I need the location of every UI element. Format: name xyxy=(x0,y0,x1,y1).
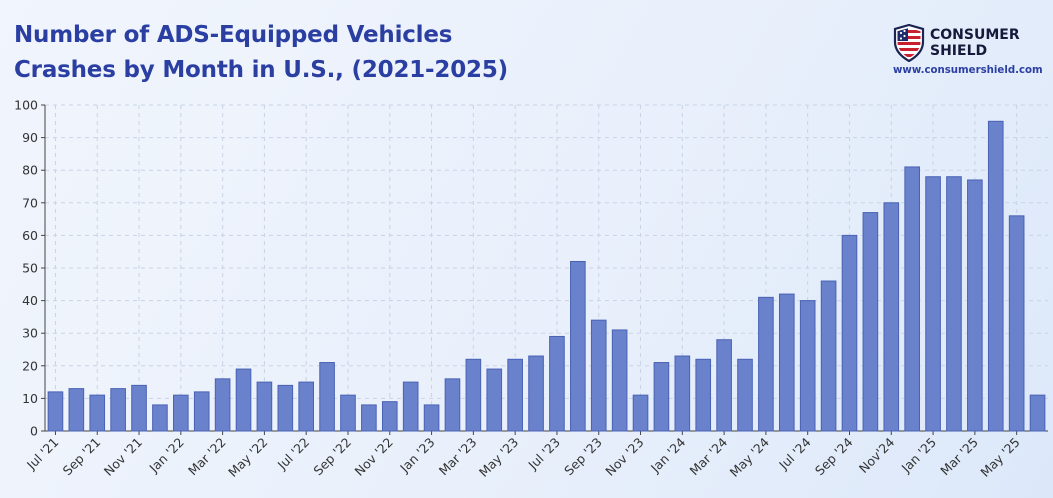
bar xyxy=(110,388,126,432)
bar xyxy=(528,355,544,432)
bar xyxy=(758,296,774,432)
bar xyxy=(820,280,837,432)
bar xyxy=(507,358,523,432)
shield-flag-icon xyxy=(893,24,925,62)
x-tick-label: Mar '22 xyxy=(185,435,229,479)
y-tick-label: 40 xyxy=(22,293,38,308)
bar xyxy=(549,335,565,432)
x-tick-label: Nov '21 xyxy=(101,435,145,479)
brand-name-line-2: SHIELD xyxy=(930,43,988,59)
bar xyxy=(152,404,168,432)
y-tick-label: 30 xyxy=(22,326,38,341)
x-tick-label: May '22 xyxy=(225,435,270,480)
y-tick-label: 10 xyxy=(22,391,38,406)
bar xyxy=(1008,215,1025,432)
x-tick-label: Mar '24 xyxy=(686,434,730,478)
bar xyxy=(68,388,85,432)
y-tick-label: 70 xyxy=(22,195,38,210)
x-tick-label: Jul '24 xyxy=(775,434,813,472)
x-tick-label: Jan '25 xyxy=(898,435,939,476)
bar xyxy=(193,391,210,432)
bar xyxy=(444,378,461,432)
bar xyxy=(173,394,189,432)
chart-grid xyxy=(45,104,1048,431)
x-tick-label: Jul '22 xyxy=(274,435,312,473)
bar xyxy=(841,234,858,432)
bar xyxy=(298,381,315,432)
chart-title-line-1: Number of ADS-Equipped Vehicles xyxy=(14,22,453,48)
x-tick-label: May '23 xyxy=(476,435,521,480)
bar xyxy=(799,300,816,432)
bar xyxy=(381,401,398,432)
x-tick-label: Jul '21 xyxy=(23,435,61,473)
y-tick-label: 80 xyxy=(22,163,38,178)
bar xyxy=(967,179,983,432)
x-tick-label: Jul '23 xyxy=(525,435,563,473)
bar xyxy=(716,339,732,432)
y-tick-label: 50 xyxy=(22,261,38,276)
x-tick-label: Jan '23 xyxy=(396,435,437,476)
chart-bars xyxy=(47,120,1046,432)
bar xyxy=(319,362,335,432)
bar xyxy=(1029,394,1046,432)
y-tick-label: 100 xyxy=(14,98,38,113)
chart-axes xyxy=(41,104,1048,435)
bar xyxy=(674,355,691,432)
brand-url[interactable]: www.consumershield.com xyxy=(893,65,1043,76)
x-tick-label: Sep '24 xyxy=(812,434,856,478)
x-tick-label: Nov '23 xyxy=(602,435,646,479)
x-tick-label: Mar '23 xyxy=(436,435,480,479)
bar xyxy=(695,358,712,432)
y-axis-ticks: 0 10 20 30 40 50 60 70 80 90 100 xyxy=(14,98,38,439)
y-tick-label: 90 xyxy=(22,130,38,145)
bar xyxy=(256,381,273,432)
chart-title-line-2: Crashes by Month in U.S., (2021-2025) xyxy=(14,57,508,83)
x-tick-label: Jan '24 xyxy=(647,434,688,475)
x-tick-label: Sep '23 xyxy=(561,435,605,479)
bar xyxy=(862,212,879,432)
x-tick-label: Mar '25 xyxy=(937,435,981,479)
bar xyxy=(883,202,900,432)
x-tick-label: May '24 xyxy=(727,434,772,479)
bar xyxy=(423,404,440,432)
x-tick-label: Jan '22 xyxy=(146,435,187,476)
bar xyxy=(632,394,649,432)
bar xyxy=(737,358,753,432)
y-tick-label: 20 xyxy=(22,358,38,373)
bar xyxy=(570,260,586,432)
bar xyxy=(47,391,64,432)
bar xyxy=(235,368,252,432)
x-tick-label: Nov '22 xyxy=(352,435,396,479)
bar xyxy=(778,293,795,432)
bar xyxy=(361,404,377,432)
bar xyxy=(904,166,920,432)
y-tick-label: 0 xyxy=(30,424,38,439)
x-tick-label: Sep '21 xyxy=(60,435,104,479)
bar xyxy=(131,384,147,432)
x-tick-label: Nov'24 xyxy=(856,434,898,476)
x-tick-label: Sep '22 xyxy=(310,435,354,479)
bar xyxy=(402,381,419,432)
bar xyxy=(987,120,1004,432)
bar xyxy=(465,358,482,432)
bar xyxy=(89,394,106,432)
bar xyxy=(214,378,231,432)
bar xyxy=(611,329,628,432)
x-tick-label: May '25 xyxy=(977,435,1022,480)
bar xyxy=(946,176,962,432)
bar xyxy=(486,368,503,432)
y-tick-label: 60 xyxy=(22,228,38,243)
bar xyxy=(277,384,294,432)
brand-logo: CONSUMER SHIELD www.consumershield.com xyxy=(893,24,1043,82)
chart-title: Number of ADS-Equipped Vehicles Crashes … xyxy=(14,18,508,88)
bar xyxy=(340,394,356,432)
bar xyxy=(925,176,941,432)
bar xyxy=(653,362,670,432)
bar xyxy=(590,319,607,432)
brand-name-line-1: CONSUMER xyxy=(930,27,1020,43)
